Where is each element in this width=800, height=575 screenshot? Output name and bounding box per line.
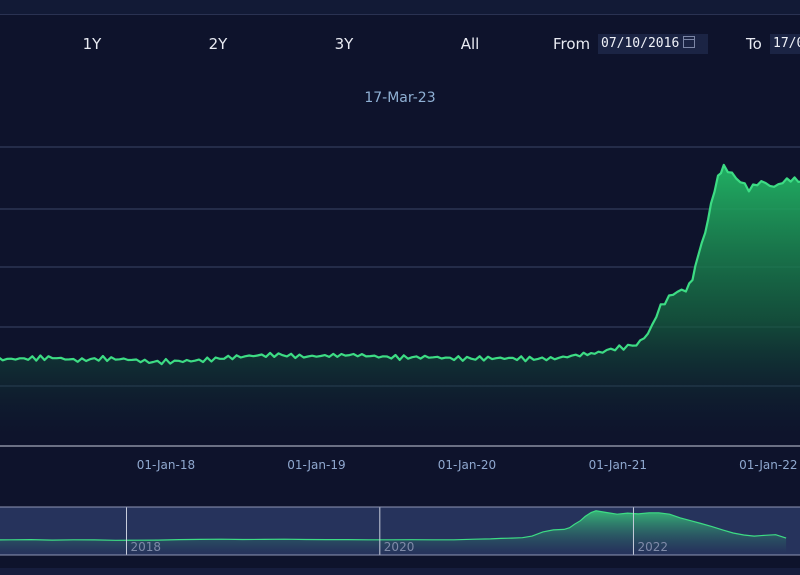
- x-tick-label: 01-Jan-22: [739, 458, 797, 472]
- x-tick-label: 01-Jan-18: [137, 458, 195, 472]
- navigator-tick-label: 2018: [130, 540, 161, 554]
- x-tick-label: 01-Jan-19: [287, 458, 345, 472]
- navigator-tick-label: 2022: [637, 540, 668, 554]
- range-all-button[interactable]: All: [460, 35, 480, 53]
- x-axis-ticks: 01-Jan-18 01-Jan-19 01-Jan-20 01-Jan-21 01-J…: [137, 458, 798, 472]
- range-3y-button[interactable]: 3Y: [334, 35, 354, 53]
- range-selector-toolbar: 1Y 2Y 3Y All From 07/10/2016 To 17/03/20…: [0, 15, 800, 73]
- navigator-line: [0, 510, 787, 541]
- top-strip: [0, 0, 800, 15]
- navigator[interactable]: 2018 2020 2022: [0, 506, 800, 556]
- hover-date-label: 17-Mar-23: [364, 90, 436, 106]
- range-2y-button[interactable]: 2Y: [208, 35, 228, 53]
- to-label: To: [746, 35, 762, 53]
- from-date-input[interactable]: 07/10/2016: [598, 34, 708, 54]
- navigator-area: [0, 510, 787, 553]
- navigator-ticks: 2018 2020 2022: [125, 507, 668, 555]
- calendar-icon[interactable]: [683, 36, 696, 48]
- from-date-value: 07/10/2016: [601, 36, 680, 51]
- navigator-tick-label: 2020: [384, 540, 415, 554]
- from-label: From: [553, 35, 591, 53]
- series-line: [0, 163, 800, 366]
- scrollbar-track[interactable]: [0, 568, 800, 575]
- range-1y-button[interactable]: 1Y: [82, 35, 102, 53]
- to-date-input[interactable]: 17/03/2023: [770, 34, 800, 54]
- series-area: [0, 164, 800, 446]
- to-date-value: 17/03/2023: [773, 36, 800, 51]
- x-tick-label: 01-Jan-20: [438, 458, 496, 472]
- x-tick-label: 01-Jan-21: [589, 458, 647, 472]
